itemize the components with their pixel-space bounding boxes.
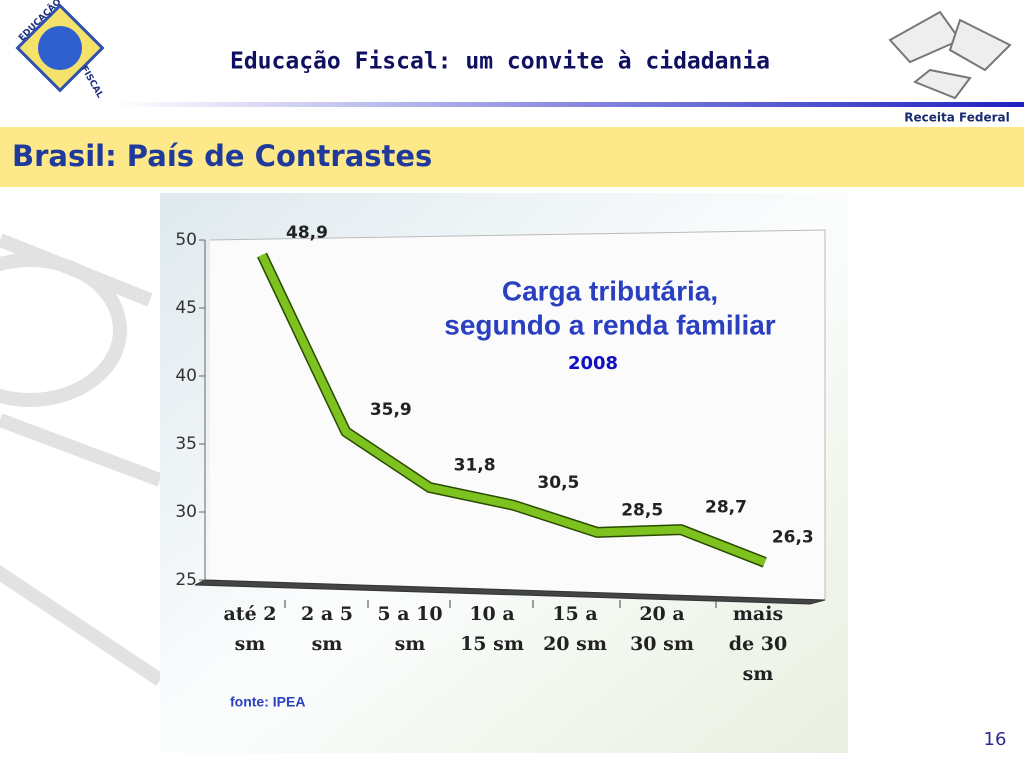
title-bar	[0, 127, 1024, 187]
y-tick-label: 45	[175, 298, 197, 318]
y-tick-label: 40	[175, 366, 197, 386]
data-label: 26,3	[772, 527, 814, 547]
x-tick-label: sm	[312, 633, 343, 655]
x-tick-label: 10 a	[469, 603, 514, 625]
x-tick-label: 20 sm	[543, 633, 607, 655]
data-label: 28,7	[705, 498, 747, 518]
chart-note: fonte: IPEA	[230, 694, 305, 710]
logo-right	[888, 10, 1012, 100]
x-tick-label: 2 a 5	[301, 603, 353, 625]
page-number: 16	[984, 729, 1007, 750]
x-tick-label: até 2	[223, 603, 276, 625]
line	[258, 253, 767, 567]
y-tick-label: 35	[175, 434, 197, 454]
chart-subtitle: 2008	[568, 353, 618, 374]
x-tick-label: 15 sm	[460, 633, 524, 655]
chart-title: segundo a renda familiar	[444, 309, 776, 340]
x-tick-label: sm	[235, 633, 266, 655]
logo-text: FISCAL	[78, 64, 104, 100]
background-logo	[0, 233, 164, 686]
data-label: 48,9	[286, 223, 328, 243]
x-tick-label: 30 sm	[630, 633, 694, 655]
data-label: 35,9	[370, 400, 412, 420]
x-tick-label: de 30	[729, 633, 787, 655]
header-rule	[115, 102, 1024, 107]
chart-title: Carga tributária,	[502, 275, 718, 306]
data-label: 28,5	[621, 500, 663, 520]
header-title: Educação Fiscal: um convite à cidadania	[230, 49, 770, 75]
x-tick-label: 5 a 10	[377, 603, 442, 625]
chart: 25 30 35 40 45 50 até 2 sm 2 a 5 sm 5 a 10 sm 10 a 15…	[175, 223, 826, 710]
x-tick-label: sm	[743, 663, 774, 685]
logo-left: EDUCAÇÃO FISCAL	[15, 0, 105, 100]
x-tick-label: sm	[395, 633, 426, 655]
slide-title: Brasil: País de Contrastes	[12, 139, 432, 173]
y-tick-label: 25	[175, 570, 197, 590]
logo-label: Receita Federal	[904, 111, 1009, 125]
x-tick-label: 20 a	[639, 603, 684, 625]
y-tick-label: 50	[175, 230, 197, 250]
x-tick-label: 15 a	[552, 603, 597, 625]
y-tick-label: 30	[175, 502, 197, 522]
data-label: 31,8	[454, 456, 496, 476]
floor	[194, 579, 826, 605]
data-label: 30,5	[537, 473, 579, 493]
x-tick-label: mais	[733, 603, 783, 625]
